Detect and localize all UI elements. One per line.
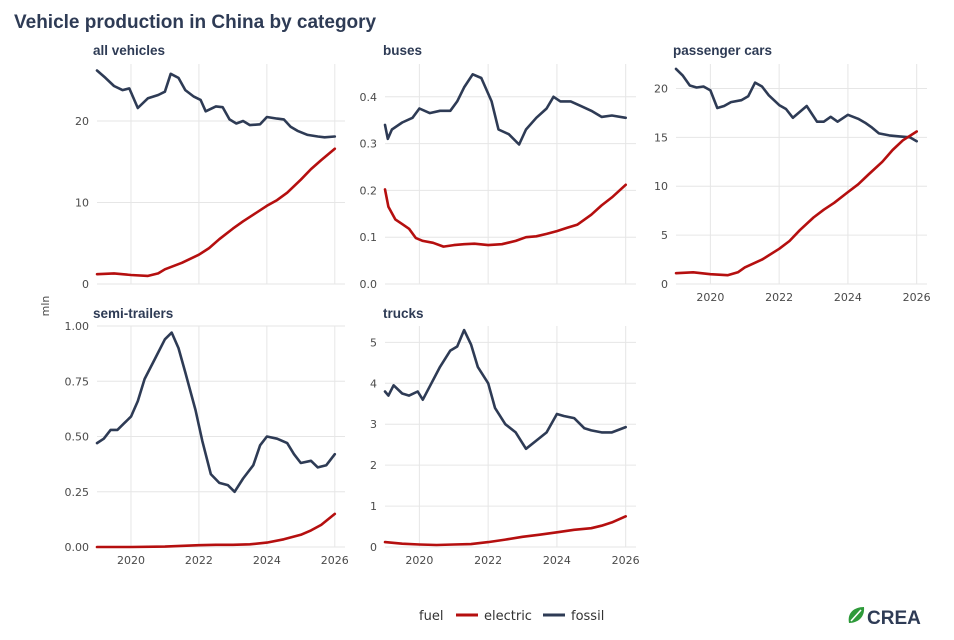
panel-trucks: trucks 2020 2022 2024 2026 0 1 2 3 4 5 (370, 306, 640, 567)
x-tick-label: 2022 (765, 291, 793, 304)
panel-title: all vehicles (93, 43, 165, 58)
y-tick-label: 3 (370, 418, 377, 431)
panel-title: passenger cars (673, 43, 772, 58)
series-line-fossil (383, 328, 627, 451)
series-line-electric (383, 183, 627, 248)
series-line-fossil (95, 331, 337, 494)
x-tick-label: 2022 (185, 554, 213, 567)
y-tick-label: 0.25 (65, 486, 90, 499)
y-tick-label: 0.3 (360, 138, 378, 151)
series-line-electric (383, 515, 627, 547)
y-axis-label: mln (39, 296, 52, 317)
panel-passenger-cars: passenger cars 2020 2022 2024 2026 0 5 10 15 20 (654, 43, 931, 304)
legend: fuel electric fossil (419, 609, 604, 624)
y-tick-label: 0.75 (65, 375, 90, 388)
y-tick-label: 0.4 (360, 91, 378, 104)
legend-label-electric: electric (484, 609, 532, 624)
leaf-icon (848, 607, 865, 623)
y-tick-label: 15 (654, 131, 668, 144)
y-tick-label: 0 (370, 541, 377, 554)
y-tick-label: 0.50 (65, 431, 90, 444)
panel-title: trucks (383, 306, 424, 321)
y-tick-label: 10 (75, 197, 89, 210)
panel-semi-trailers: semi-trailers 2020 2022 2024 2026 0.00 0.25 0.5… (65, 306, 349, 567)
y-tick-label: 0.00 (65, 541, 90, 554)
panel-title: buses (383, 43, 422, 58)
series-line-fossil (95, 69, 337, 139)
legend-label-fossil: fossil (571, 609, 604, 624)
y-tick-label: 0.2 (360, 184, 378, 197)
y-tick-label: 20 (75, 115, 89, 128)
y-tick-label: 2 (370, 459, 377, 472)
crea-logo: CREA (848, 607, 921, 629)
y-tick-label: 10 (654, 180, 668, 193)
panel-title: semi-trailers (93, 306, 173, 321)
y-tick-label: 0 (661, 278, 668, 291)
x-tick-label: 2024 (834, 291, 862, 304)
legend-title: fuel (419, 609, 443, 624)
panels-group: all vehicles01020buses0.00.10.20.30.4pas… (65, 43, 931, 567)
y-tick-label: 0.1 (360, 231, 378, 244)
chart-title: Vehicle production in China by category (14, 12, 377, 33)
x-tick-label: 2026 (903, 291, 931, 304)
panel-buses: buses 0.0 0.1 0.2 0.3 0.4 (360, 43, 636, 291)
series-line-fossil (674, 67, 918, 143)
series-line-electric (95, 147, 337, 278)
y-tick-label: 0.0 (360, 278, 378, 291)
x-tick-label: 2024 (253, 554, 281, 567)
y-tick-label: 5 (370, 336, 377, 349)
y-tick-label: 5 (661, 229, 668, 242)
x-tick-label: 2020 (117, 554, 145, 567)
brand-name: CREA (867, 608, 921, 629)
series-line-electric (95, 512, 337, 549)
x-tick-label: 2026 (612, 554, 640, 567)
y-tick-label: 4 (370, 377, 377, 390)
x-tick-label: 2024 (543, 554, 571, 567)
y-tick-label: 1 (370, 500, 377, 513)
x-tick-label: 2020 (405, 554, 433, 567)
y-tick-label: 0 (82, 278, 89, 291)
x-tick-label: 2026 (321, 554, 349, 567)
y-tick-label: 20 (654, 82, 668, 95)
series-line-fossil (383, 73, 627, 146)
panel-all-vehicles: all vehicles 0 10 20 (75, 43, 345, 291)
series-line-electric (674, 130, 918, 277)
x-tick-label: 2022 (474, 554, 502, 567)
x-tick-label: 2020 (696, 291, 724, 304)
y-tick-label: 1.00 (65, 320, 90, 333)
